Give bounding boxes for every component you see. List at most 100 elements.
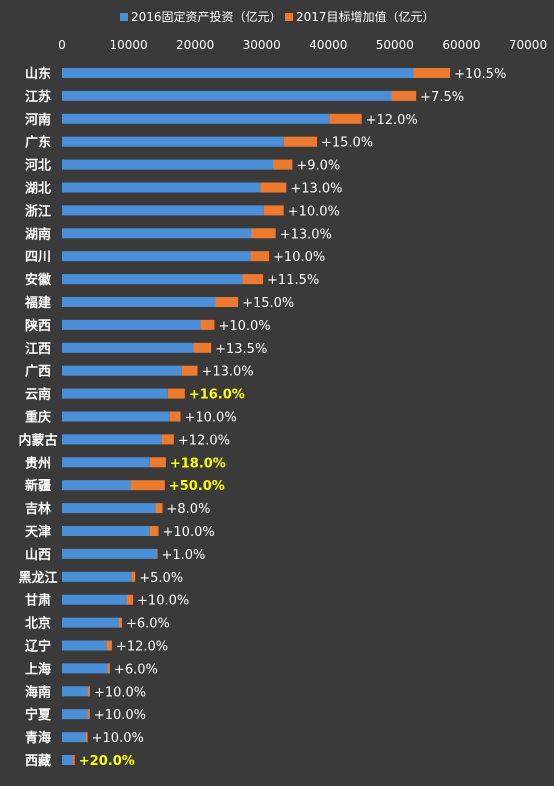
bar-investment xyxy=(62,411,170,422)
category-label: 西藏 xyxy=(25,753,51,769)
growth-label: +12.0% xyxy=(366,113,418,128)
legend-label-investment: 2016固定资产投资（亿元） xyxy=(131,9,282,24)
bar-increase xyxy=(87,686,90,697)
bar-investment xyxy=(62,205,264,216)
bar-increase xyxy=(251,228,276,239)
category-label: 四川 xyxy=(25,250,51,265)
bar-row: 内蒙古 +12.0% xyxy=(18,432,230,448)
bar-row: 江西 +13.5% xyxy=(25,341,267,357)
bar-increase xyxy=(161,434,174,445)
bar-investment xyxy=(62,182,261,193)
bar-investment xyxy=(62,274,243,285)
bar-row: 云南 +16.0% xyxy=(25,387,245,403)
category-label: 云南 xyxy=(25,387,51,403)
growth-label: +9.0% xyxy=(296,159,340,174)
growth-label: +18.0% xyxy=(170,456,226,471)
bar-row: 河北 +9.0% xyxy=(25,158,340,174)
growth-label: +15.0% xyxy=(242,296,294,311)
bar-investment xyxy=(62,617,119,628)
bar-investment xyxy=(62,113,330,124)
bar-investment xyxy=(62,434,162,445)
bar-row: 西藏 +20.0% xyxy=(25,753,135,769)
bar-row: 宁夏 +10.0% xyxy=(25,707,146,723)
bar-increase xyxy=(156,548,158,559)
bar-row: 青海 +10.0% xyxy=(25,730,144,746)
bar-row: 山西 +1.0% xyxy=(25,547,205,563)
growth-label: +10.0% xyxy=(92,731,144,746)
bar-investment xyxy=(62,297,216,307)
bar-increase xyxy=(215,297,239,307)
category-label: 上海 xyxy=(25,661,51,677)
bar-increase xyxy=(126,594,134,605)
bar-row: 福建 +15.0% xyxy=(24,295,294,311)
growth-label: +10.0% xyxy=(184,411,236,426)
x-tick-label: 0 xyxy=(58,38,66,52)
category-label: 宁夏 xyxy=(25,707,52,723)
bar-investment xyxy=(62,159,274,170)
growth-label: +13.0% xyxy=(280,227,332,242)
category-label: 山东 xyxy=(25,66,51,82)
bar-increase xyxy=(72,755,75,765)
growth-label: +10.5% xyxy=(454,67,506,82)
bar-row: 贵州 +18.0% xyxy=(25,455,226,471)
bar-investment xyxy=(62,136,284,147)
bar-investment xyxy=(62,526,150,536)
growth-label: +5.0% xyxy=(139,571,183,586)
growth-label: +11.5% xyxy=(267,273,319,288)
bar-row: 黑龙江 +5.0% xyxy=(18,570,183,586)
bar-row: 重庆 +10.0% xyxy=(25,410,237,426)
category-label: 贵州 xyxy=(25,455,51,471)
category-label: 天津 xyxy=(25,524,51,540)
category-label: 河南 xyxy=(25,112,51,128)
bar-row: 天津 +10.0% xyxy=(25,524,215,540)
x-tick-label: 20000 xyxy=(176,38,214,52)
bar-investment xyxy=(62,228,252,239)
bar-investment xyxy=(62,686,88,697)
growth-label: +13.5% xyxy=(215,342,267,357)
legend-swatch-increase xyxy=(285,13,293,21)
bar-increase xyxy=(391,90,417,101)
bar-row: 辽宁 +12.0% xyxy=(25,639,168,655)
growth-label: +10.0% xyxy=(288,204,340,219)
growth-label: +50.0% xyxy=(169,479,225,494)
category-label: 青海 xyxy=(25,730,51,746)
bar-investment xyxy=(62,342,194,353)
legend-swatch-investment xyxy=(120,13,128,21)
category-label: 江苏 xyxy=(25,89,51,105)
category-label: 北京 xyxy=(25,616,51,632)
growth-label: +10.0% xyxy=(273,250,325,265)
x-tick-label: 70000 xyxy=(509,38,547,52)
category-label: 湖北 xyxy=(25,182,51,197)
bar-investment xyxy=(62,755,73,765)
bar-increase xyxy=(118,617,122,628)
category-label: 内蒙古 xyxy=(18,432,57,448)
bar-increase xyxy=(149,526,159,536)
growth-label: +10.0% xyxy=(137,594,189,609)
bar-investment xyxy=(62,457,150,468)
legend: 2016固定资产投资（亿元） 2017目标增加值（亿元） xyxy=(120,9,435,24)
bar-increase xyxy=(169,411,181,422)
category-label: 广西 xyxy=(25,364,51,380)
bar-increase xyxy=(87,709,90,720)
category-label: 陕西 xyxy=(25,318,51,334)
bar-row: 广西 +13.0% xyxy=(25,364,254,380)
bar-row: 山东 +10.5% xyxy=(25,66,506,82)
bar-investment xyxy=(62,251,251,262)
bar-investment xyxy=(62,90,392,101)
bar-increase xyxy=(413,68,451,78)
category-label: 湖南 xyxy=(25,226,51,242)
bar-investment xyxy=(62,68,414,78)
bar-increase xyxy=(329,113,362,124)
x-tick-label: 40000 xyxy=(309,38,347,52)
growth-label: +13.0% xyxy=(290,182,342,197)
bar-increase xyxy=(242,274,264,285)
bar-row: 北京 +6.0% xyxy=(25,616,170,632)
bar-row: 浙江 +10.0% xyxy=(25,203,340,219)
bar-row: 吉林 +8.0% xyxy=(25,501,210,517)
bar-investment xyxy=(62,663,108,674)
growth-label: +16.0% xyxy=(189,388,245,403)
bar-investment xyxy=(62,594,127,605)
x-tick-label: 60000 xyxy=(442,38,480,52)
bar-increase xyxy=(200,319,215,330)
